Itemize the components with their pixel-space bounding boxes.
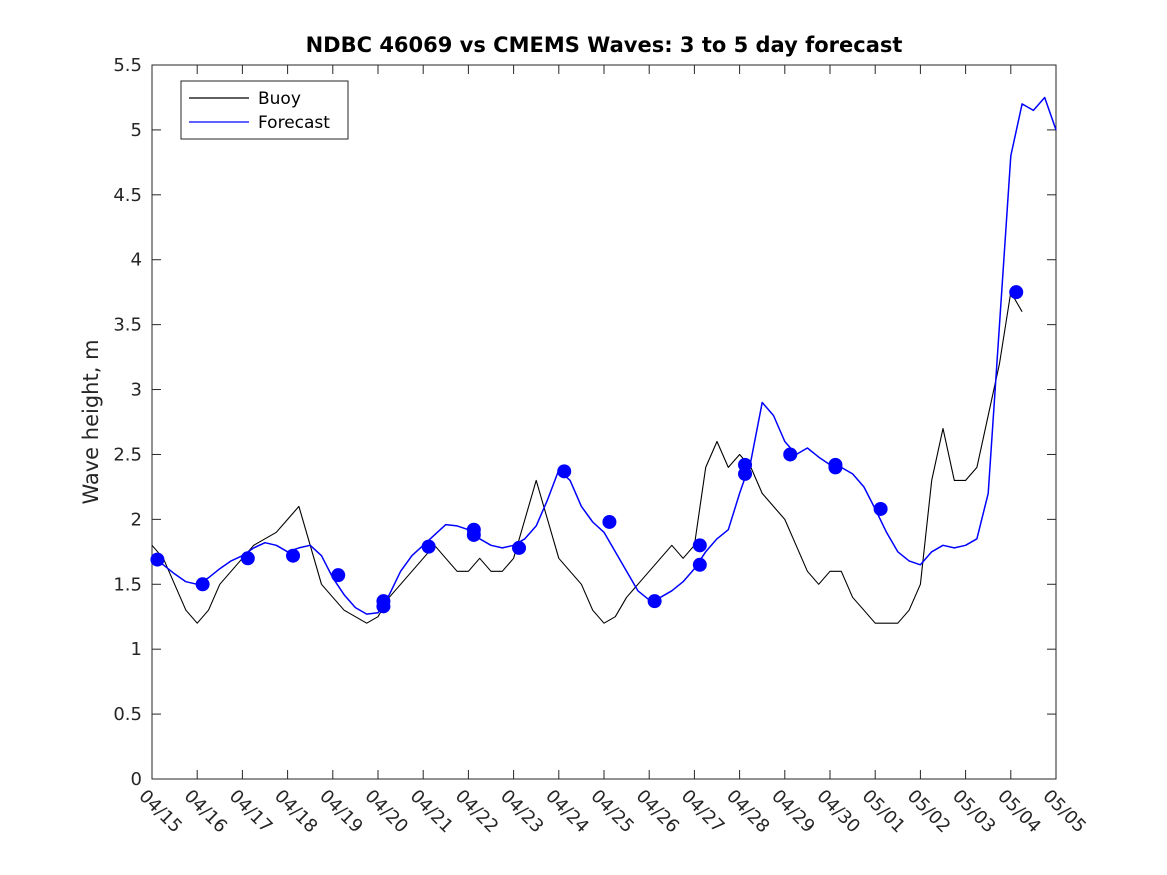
series-layer xyxy=(151,96,1057,624)
forecast-marker xyxy=(240,551,255,566)
forecast-marker xyxy=(647,594,662,609)
y-axis: 0 0.5 1 1.5 2 2.5 3 3.5 4 4.5 5 5.5 xyxy=(113,55,1056,790)
y-tick-label: 0.5 xyxy=(113,704,142,725)
forecast-marker xyxy=(692,557,707,572)
y-tick-label: 0 xyxy=(131,769,142,790)
y-tick-label: 4 xyxy=(131,250,142,271)
forecast-marker xyxy=(512,540,527,555)
y-tick-label: 2.5 xyxy=(113,444,142,465)
x-tick-label: 04/19 xyxy=(315,786,367,838)
x-tick-label: 04/21 xyxy=(406,786,458,838)
x-tick-label: 04/29 xyxy=(767,786,819,838)
x-tick-label: 05/01 xyxy=(858,786,910,838)
x-tick-label: 04/25 xyxy=(586,786,638,838)
y-tick-label: 1 xyxy=(131,639,142,660)
x-tick-label: 04/28 xyxy=(722,786,774,838)
forecast-marker xyxy=(692,538,707,553)
y-tick-label: 2 xyxy=(131,509,142,530)
x-tick-label: 04/15 xyxy=(134,786,186,838)
legend-forecast-label: Forecast xyxy=(258,113,330,133)
forecast-marker xyxy=(331,568,346,583)
forecast-marker xyxy=(783,447,798,462)
legend-box xyxy=(180,80,349,140)
series-line-forecast xyxy=(151,96,1057,615)
x-tick-label: 04/23 xyxy=(496,786,548,838)
forecast-marker xyxy=(421,539,436,554)
y-tick-label: 3.5 xyxy=(113,315,142,336)
x-tick-label: 04/20 xyxy=(360,786,412,838)
forecast-marker xyxy=(195,577,210,592)
forecast-marker xyxy=(557,464,572,479)
forecast-marker xyxy=(602,514,617,529)
forecast-marker xyxy=(828,457,843,472)
y-axis-label: Wave height, m xyxy=(79,339,103,504)
x-tick-label: 04/18 xyxy=(270,786,322,838)
x-tick-label: 04/16 xyxy=(180,786,232,838)
plot-frame xyxy=(151,64,1057,780)
x-tick-label: 04/17 xyxy=(225,786,277,838)
y-tick-label: 5.5 xyxy=(113,55,142,76)
legend: Buoy Forecast xyxy=(180,80,349,140)
x-tick-label: 04/26 xyxy=(632,786,684,838)
forecast-marker xyxy=(738,457,753,472)
x-tick-label: 04/30 xyxy=(812,786,864,838)
forecast-marker xyxy=(873,501,888,516)
x-tick-label: 04/27 xyxy=(677,786,729,838)
forecast-marker xyxy=(286,548,301,563)
forecast-marker xyxy=(1009,285,1024,300)
x-axis: 04/1504/1604/1704/1804/1904/2004/2104/22… xyxy=(134,65,1090,837)
y-tick-label: 1.5 xyxy=(113,574,142,595)
x-tick-label: 05/02 xyxy=(903,786,955,838)
x-tick-label: 05/04 xyxy=(993,786,1045,838)
x-tick-label: 04/24 xyxy=(541,786,593,838)
forecast-marker xyxy=(376,594,391,609)
series-line-buoy xyxy=(151,291,1023,624)
x-tick-label: 05/05 xyxy=(1038,786,1090,838)
y-tick-label: 3 xyxy=(131,380,142,401)
y-tick-label: 5 xyxy=(131,120,142,141)
forecast-marker xyxy=(150,552,165,567)
legend-buoy-label: Buoy xyxy=(258,89,301,109)
forecast-marker xyxy=(466,522,481,537)
chart-title: NDBC 46069 vs CMEMS Waves: 3 to 5 day fo… xyxy=(306,33,903,57)
x-tick-label: 04/22 xyxy=(451,786,503,838)
x-tick-label: 05/03 xyxy=(948,786,1000,838)
y-tick-label: 4.5 xyxy=(113,185,142,206)
marker-layer xyxy=(150,285,1024,614)
